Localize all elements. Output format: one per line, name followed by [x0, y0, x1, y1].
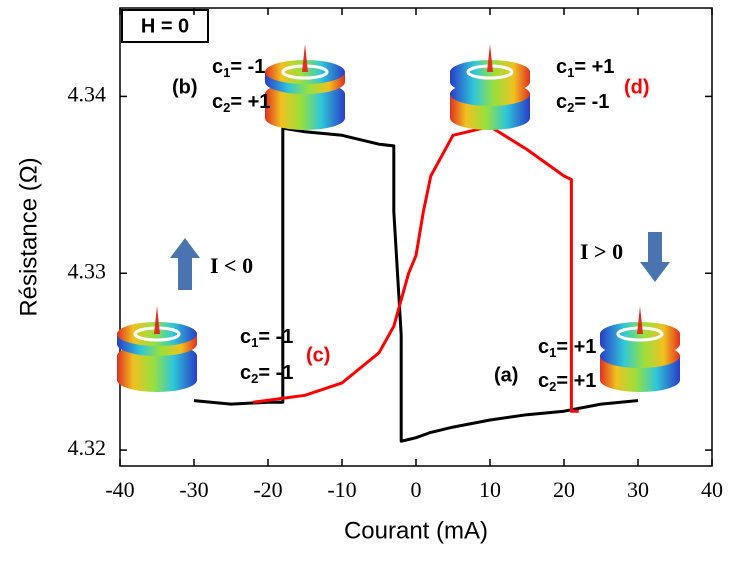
x-tick-label: -20: [253, 477, 282, 502]
series-line: [193, 126, 639, 443]
state-label: (d): [624, 76, 650, 98]
y-tick-label: 4.33: [68, 258, 107, 283]
core-spike: [487, 44, 493, 72]
x-tick-label: -10: [327, 477, 356, 502]
coupling-label: c1= -1: [212, 56, 265, 80]
field-box: [121, 9, 209, 43]
coupling-base: c: [538, 336, 549, 358]
state-label: (b): [172, 76, 198, 98]
coupling-label: c2= -1: [240, 362, 293, 386]
series-line: [252, 125, 579, 413]
x-axis-label: Courant (mA): [344, 517, 488, 544]
coupling-sub: 1: [549, 345, 556, 360]
y-tick-label: 4.34: [68, 81, 107, 106]
current-arrow: [640, 232, 670, 282]
coupling-value: = -1: [230, 56, 265, 78]
y-tick-label: 4.32: [68, 435, 107, 460]
state-label: (a): [494, 364, 518, 386]
coupling-value: = +1: [574, 56, 614, 78]
coupling-sub: 2: [549, 379, 556, 394]
coupling-sub: 2: [251, 371, 258, 386]
x-tick-label: 10: [479, 477, 501, 502]
coupling-value: = -1: [258, 362, 293, 384]
coupling-sub: 1: [567, 65, 574, 80]
coupling-label: c1= +1: [556, 56, 614, 80]
current-arrow: [170, 238, 200, 290]
coupling-value: = -1: [574, 91, 609, 113]
current-label: I > 0: [580, 239, 623, 264]
state-label: (c): [306, 344, 330, 366]
x-tick-label: -30: [179, 477, 208, 502]
disk-icon: [265, 44, 345, 130]
x-tick-label: 0: [411, 477, 422, 502]
field-label: H = 0: [141, 15, 189, 37]
coupling-base: c: [556, 91, 567, 113]
disk-icon: [117, 306, 197, 392]
core-spike: [154, 306, 160, 334]
coupling-label: c1= +1: [538, 336, 596, 360]
core-spike: [637, 306, 643, 334]
core-spike: [302, 44, 308, 72]
coupling-value: = +1: [230, 91, 270, 113]
coupling-base: c: [240, 326, 251, 348]
coupling-base: c: [212, 91, 223, 113]
coupling-sub: 1: [223, 65, 230, 80]
coupling-base: c: [240, 362, 251, 384]
coupling-value: = +1: [556, 336, 596, 358]
coupling-sub: 2: [567, 100, 574, 115]
x-tick-label: 40: [701, 477, 723, 502]
disk-icon: [600, 306, 680, 392]
coupling-base: c: [556, 56, 567, 78]
disk-icon: [450, 44, 530, 130]
coupling-value: = -1: [258, 326, 293, 348]
x-tick-label: -40: [105, 477, 134, 502]
x-tick-label: 30: [627, 477, 649, 502]
coupling-value: = +1: [556, 370, 596, 392]
y-axis-label: Résistance (Ω): [15, 157, 42, 316]
coupling-base: c: [212, 56, 223, 78]
coupling-sub: 1: [251, 335, 258, 350]
coupling-base: c: [538, 370, 549, 392]
coupling-label: c2= -1: [556, 91, 609, 115]
x-tick-label: 20: [553, 477, 575, 502]
coupling-sub: 2: [223, 100, 230, 115]
coupling-label: c1= -1: [240, 326, 293, 350]
current-label: I < 0: [210, 253, 253, 278]
coupling-label: c2= +1: [538, 370, 596, 394]
coupling-label: c2= +1: [212, 91, 270, 115]
